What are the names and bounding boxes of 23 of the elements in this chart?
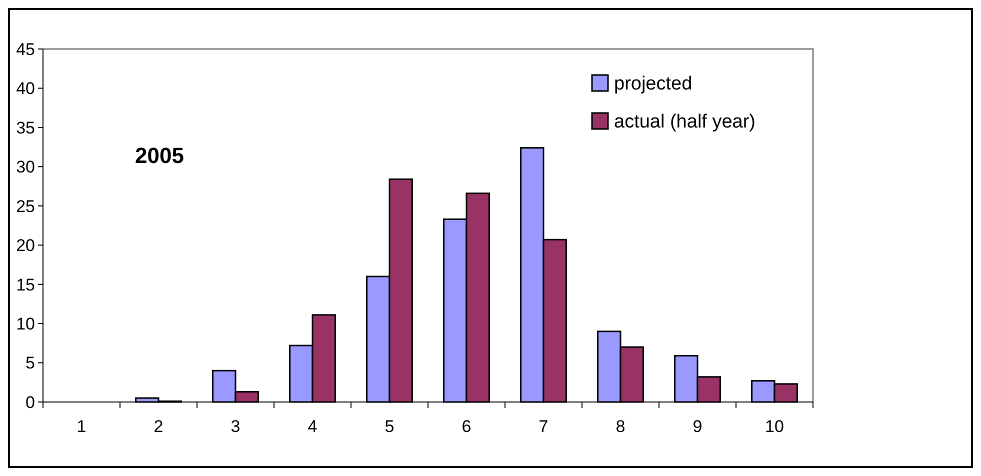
y-tick-label: 0 [26,392,35,412]
x-tick-label: 8 [616,417,626,436]
x-tick-label: 7 [538,417,548,436]
x-tick-label: 5 [384,417,394,436]
y-tick-label: 25 [16,196,35,216]
y-tick-label: 30 [16,158,35,177]
x-tick-label: 10 [765,417,784,436]
y-tick-label: 45 [16,40,35,59]
y-tick-label: 15 [16,275,35,294]
x-tick-label: 3 [230,417,240,436]
x-tick-label: 2 [154,417,164,436]
x-tick-label: 9 [692,417,702,436]
x-tick-label: 1 [76,417,86,436]
y-tick-label: 10 [16,314,35,334]
annotation: 2005 [135,143,184,168]
x-tick-label: 4 [308,417,318,436]
legend-label: projected [614,74,692,95]
y-tick-label: 20 [16,236,35,256]
y-tick-label: 40 [16,79,35,98]
y-tick-label: 35 [16,118,35,138]
x-tick-label: 6 [462,417,472,436]
y-tick-label: 5 [26,354,35,373]
legend-label: actual (half year) [614,112,756,133]
